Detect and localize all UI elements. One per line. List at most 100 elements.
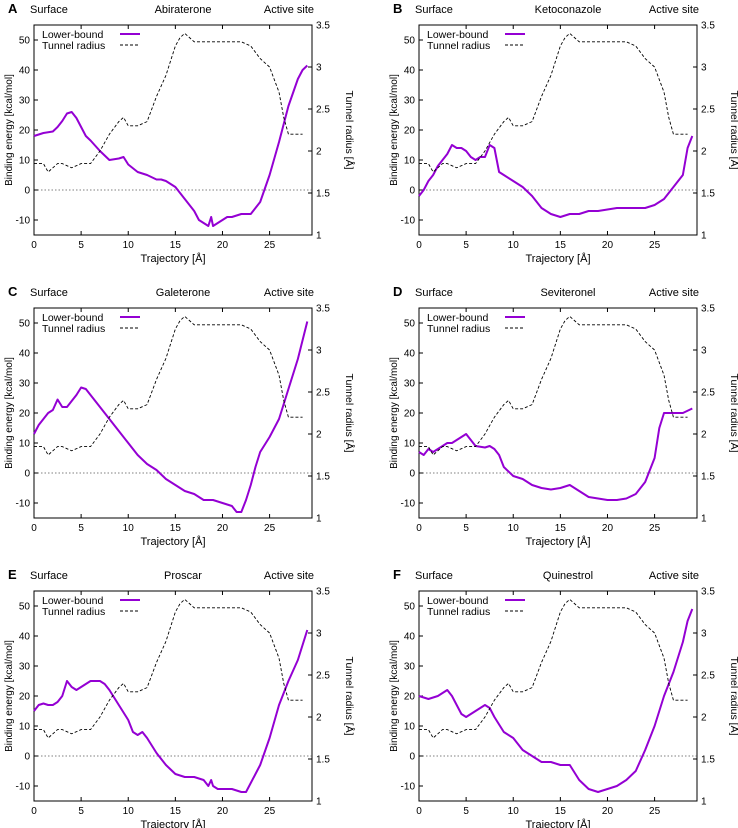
y2-tick-label: 1.5 <box>701 189 715 200</box>
y2-tick-label: 1.5 <box>701 472 715 483</box>
y-tick-label: 20 <box>404 126 416 137</box>
panel-letter: F <box>393 567 401 582</box>
y2-tick-label: 2.5 <box>701 388 715 399</box>
x-tick-label: 5 <box>78 806 84 817</box>
panel-letter: D <box>393 284 402 299</box>
y-tick-label: 30 <box>404 379 416 390</box>
y2-tick-label: 2 <box>701 713 707 724</box>
y-tick-label: 50 <box>404 36 416 47</box>
active-site-label: Active site <box>264 287 314 299</box>
y2-tick-label: 3 <box>701 346 707 357</box>
y-tick-label: 20 <box>404 692 416 703</box>
y-tick-label: 50 <box>19 319 31 330</box>
x-axis-label: Trajectory [Å] <box>526 818 591 828</box>
y-tick-label: -10 <box>401 216 416 227</box>
active-site-label: Active site <box>649 570 699 582</box>
y-tick-label: 10 <box>404 439 416 450</box>
legend-radius-label: Tunnel radius <box>42 606 105 618</box>
x-tick-label: 25 <box>264 523 276 534</box>
y-tick-label: 30 <box>19 379 31 390</box>
x-tick-label: 20 <box>602 806 614 817</box>
x-tick-label: 10 <box>508 523 520 534</box>
y2-tick-label: 3.5 <box>701 21 715 32</box>
x-tick-label: 25 <box>649 240 661 251</box>
y-tick-label: 30 <box>404 662 416 673</box>
legend-energy-label: Lower-bound <box>42 595 103 607</box>
x-tick-label: 20 <box>217 523 229 534</box>
y-tick-label: 10 <box>404 156 416 167</box>
y2-tick-label: 2.5 <box>701 671 715 682</box>
y-tick-label: 0 <box>409 752 415 763</box>
legend-energy-label: Lower-bound <box>427 595 488 607</box>
tunnel-radius-line <box>419 598 688 739</box>
y2-tick-label: 3 <box>316 346 322 357</box>
x-axis-label: Trajectory [Å] <box>141 535 206 548</box>
active-site-label: Active site <box>264 570 314 582</box>
y-tick-label: 10 <box>19 722 31 733</box>
y2-axis-label: Tunnel radius [Å] <box>728 374 738 453</box>
plot-frame <box>33 24 313 236</box>
x-tick-label: 0 <box>31 523 37 534</box>
y2-tick-label: 3.5 <box>316 21 330 32</box>
y2-tick-label: 2.5 <box>701 105 715 116</box>
x-tick-label: 0 <box>31 806 37 817</box>
x-axis-label: Trajectory [Å] <box>141 818 206 828</box>
y2-tick-label: 3 <box>316 63 322 74</box>
tunnel-radius-line <box>419 315 688 456</box>
y2-axis-label: Tunnel radius [Å] <box>343 91 356 170</box>
y2-tick-label: 3 <box>701 63 707 74</box>
x-tick-label: 5 <box>78 523 84 534</box>
surface-label: Surface <box>30 287 68 299</box>
y2-axis-label: Tunnel radius [Å] <box>343 374 356 453</box>
legend-energy-label: Lower-bound <box>42 29 103 41</box>
x-tick-label: 10 <box>123 523 135 534</box>
legend-radius-label: Tunnel radius <box>42 323 105 335</box>
y-tick-label: 40 <box>19 349 31 360</box>
chart-title: Quinestrol <box>543 570 593 582</box>
chart-title: Abiraterone <box>155 4 212 16</box>
x-tick-label: 5 <box>463 806 469 817</box>
x-tick-label: 25 <box>649 806 661 817</box>
y-tick-label: 10 <box>404 722 416 733</box>
y-tick-label: -10 <box>16 782 31 793</box>
y2-tick-label: 3.5 <box>316 587 330 598</box>
surface-label: Surface <box>30 570 68 582</box>
panel-letter: B <box>393 1 402 16</box>
y-tick-label: 30 <box>19 96 31 107</box>
plot-frame <box>33 590 313 802</box>
y-axis-label: Binding energy [kcal/mol] <box>389 640 400 752</box>
y2-tick-label: 1 <box>701 797 707 808</box>
x-tick-label: 15 <box>170 523 182 534</box>
legend-energy-label: Lower-bound <box>427 29 488 41</box>
y2-tick-label: 1 <box>316 797 322 808</box>
legend-radius-label: Tunnel radius <box>427 606 490 618</box>
y2-tick-label: 1 <box>316 514 322 525</box>
y-tick-label: 50 <box>19 602 31 613</box>
active-site-label: Active site <box>649 287 699 299</box>
x-tick-label: 15 <box>555 240 567 251</box>
y2-tick-label: 1 <box>701 231 707 242</box>
plot-frame <box>33 307 313 519</box>
surface-label: Surface <box>415 287 453 299</box>
x-tick-label: 20 <box>602 523 614 534</box>
active-site-label: Active site <box>649 4 699 16</box>
tunnel-radius-line <box>34 598 303 739</box>
chart-title: Ketoconazole <box>535 4 602 16</box>
x-tick-label: 0 <box>416 240 422 251</box>
y2-tick-label: 1.5 <box>316 755 330 766</box>
y2-tick-label: 1 <box>701 514 707 525</box>
y-tick-label: 0 <box>24 186 30 197</box>
y-tick-label: 0 <box>409 186 415 197</box>
y2-tick-label: 2.5 <box>316 105 330 116</box>
x-tick-label: 0 <box>31 240 37 251</box>
y2-tick-label: 3.5 <box>701 587 715 598</box>
y-tick-label: -10 <box>16 499 31 510</box>
y2-tick-label: 2 <box>316 147 322 158</box>
panel-letter: E <box>8 567 17 582</box>
y2-tick-label: 2 <box>701 430 707 441</box>
y2-tick-label: 1 <box>316 231 322 242</box>
y-tick-label: 30 <box>404 96 416 107</box>
lower-bound-line <box>33 629 309 793</box>
